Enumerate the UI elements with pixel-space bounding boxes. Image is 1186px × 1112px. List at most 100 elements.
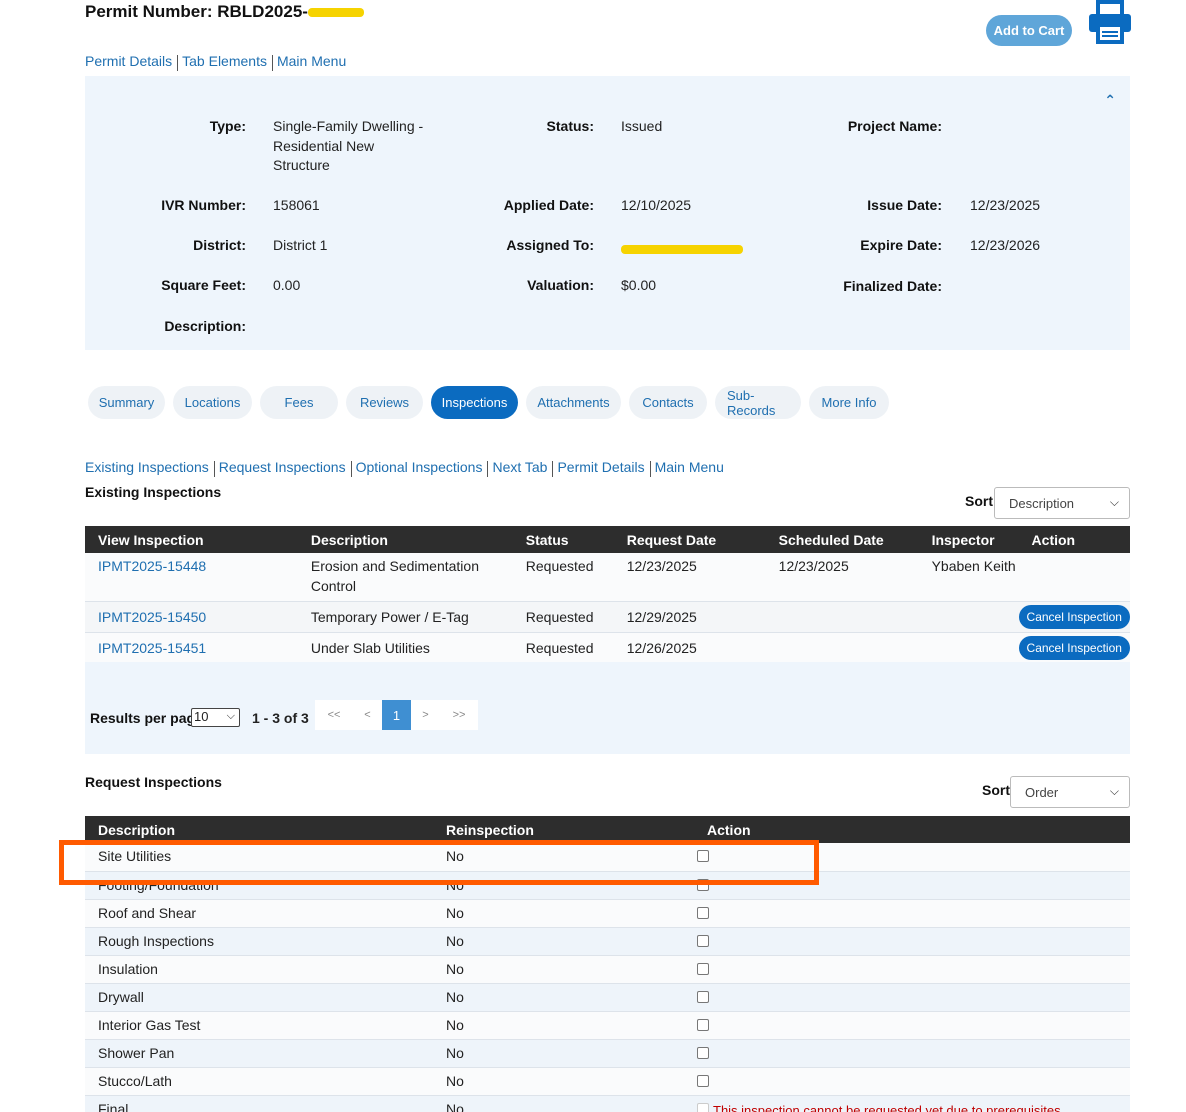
last-page-button[interactable]: >> xyxy=(452,709,466,721)
chevron-down-icon: ⌵ xyxy=(1109,784,1119,798)
inspection-link[interactable]: IPMT2025-15451 xyxy=(98,639,207,656)
request-reinspection: No xyxy=(433,1039,694,1068)
link-tab-elements[interactable]: Tab Elements xyxy=(182,53,267,69)
inspection-link[interactable]: IPMT2025-15450 xyxy=(98,608,207,625)
request-checkbox[interactable] xyxy=(697,1046,709,1059)
chevron-down-icon: ⌵ xyxy=(226,710,235,722)
page-button-current[interactable]: 1 xyxy=(382,700,411,730)
request-reinspection: No xyxy=(433,843,694,872)
inspection-description: Erosion and Sedimentation Control xyxy=(297,553,513,602)
column-header[interactable]: Inspector xyxy=(931,531,995,548)
link-main-menu[interactable]: Main Menu xyxy=(654,459,724,475)
column-header: Reinspection xyxy=(446,821,534,838)
applied-date-label: Applied Date: xyxy=(503,197,594,213)
link-permit-details[interactable]: Permit Details xyxy=(85,53,173,69)
square-feet-value: 0.00 xyxy=(273,277,301,293)
top-links-nav: Permit Details Tab Elements Main Menu xyxy=(85,53,346,71)
request-checkbox[interactable] xyxy=(697,1074,709,1087)
existing-sort-value: Description xyxy=(1009,495,1075,511)
expire-date-label: Expire Date: xyxy=(860,237,942,253)
inspection-status: Requested xyxy=(512,632,614,664)
applied-date-value: 12/10/2025 xyxy=(621,197,692,213)
type-label: Type: xyxy=(209,118,246,134)
request-checkbox[interactable] xyxy=(697,962,709,975)
link-next-tab[interactable]: Next Tab xyxy=(492,459,548,475)
inspection-inspector xyxy=(918,601,1019,633)
assigned-to-value xyxy=(621,239,743,259)
request-sort-value: Order xyxy=(1025,784,1059,800)
request-description: Interior Gas Test xyxy=(85,1011,433,1040)
column-header[interactable]: Description xyxy=(310,531,388,548)
column-header: Action xyxy=(1031,531,1076,548)
tab-attachments[interactable]: Attachments xyxy=(526,386,621,419)
existing-sort-select[interactable]: Description ⌵ xyxy=(994,487,1130,519)
request-description: Drywall xyxy=(85,983,433,1012)
inspection-link[interactable]: IPMT2025-15448 xyxy=(98,558,207,574)
tab-fees[interactable]: Fees xyxy=(260,386,338,419)
column-header[interactable]: View Inspection xyxy=(98,531,204,548)
sort-label: Sort xyxy=(965,493,993,509)
printer-icon[interactable] xyxy=(1087,0,1133,44)
link-permit-details[interactable]: Permit Details xyxy=(557,459,645,475)
results-per-page-select[interactable]: 10 ⌵ xyxy=(191,708,240,727)
request-checkbox[interactable] xyxy=(697,850,709,862)
tab-more-info[interactable]: More Info xyxy=(809,386,889,419)
first-page-button[interactable]: << xyxy=(327,709,341,721)
table-row: Shower Pan No xyxy=(85,1039,1130,1068)
table-header-row: View Inspection Description Status Reque… xyxy=(85,526,1130,553)
link-request-inspections[interactable]: Request Inspections xyxy=(218,459,346,475)
table-row: Roof and Shear No xyxy=(85,899,1130,928)
tab-reviews[interactable]: Reviews xyxy=(346,386,423,419)
column-header[interactable]: Status xyxy=(525,531,569,548)
table-row: Final No This inspection cannot be reque… xyxy=(85,1095,1130,1112)
district-label: District: xyxy=(193,237,246,253)
link-optional-inspections[interactable]: Optional Inspections xyxy=(355,459,483,475)
request-checkbox-disabled xyxy=(697,1102,709,1112)
request-checkbox[interactable] xyxy=(697,990,709,1003)
request-reinspection: No xyxy=(433,983,694,1012)
request-checkbox[interactable] xyxy=(697,906,709,919)
tab-sub-records[interactable]: Sub-Records xyxy=(715,386,801,419)
status-value: Issued xyxy=(621,118,663,134)
tab-locations[interactable]: Locations xyxy=(173,386,252,419)
tab-contacts[interactable]: Contacts xyxy=(629,386,707,419)
add-to-cart-button[interactable]: Add to Cart xyxy=(986,15,1072,46)
column-header[interactable]: Scheduled Date xyxy=(778,531,884,548)
inspection-scheduled-date xyxy=(765,632,919,664)
tab-inspections[interactable]: Inspections xyxy=(431,386,518,419)
inspection-inspector: Ybaben Keith xyxy=(918,553,1019,602)
inspection-status: Requested xyxy=(512,553,614,602)
request-sort-select[interactable]: Order ⌵ xyxy=(1010,776,1130,808)
inspection-action xyxy=(1018,553,1130,602)
issue-date-value: 12/23/2025 xyxy=(970,197,1041,213)
table-row: Site Utilities No xyxy=(85,843,1130,872)
highlight-annotation-box xyxy=(59,840,819,885)
inspection-inspector xyxy=(918,632,1019,664)
inspection-links-nav: Existing Inspections Request Inspections… xyxy=(85,459,724,477)
next-page-button[interactable]: > xyxy=(422,709,429,721)
inspection-description: Under Slab Utilities xyxy=(297,632,513,664)
column-header[interactable]: Request Date xyxy=(626,531,717,548)
request-checkbox[interactable] xyxy=(697,934,709,947)
table-row: Interior Gas Test No xyxy=(85,1011,1130,1040)
cancel-inspection-button[interactable]: Cancel Inspection xyxy=(1018,635,1130,660)
cancel-inspection-button[interactable]: Cancel Inspection xyxy=(1018,604,1130,629)
tab-summary[interactable]: Summary xyxy=(88,386,165,419)
pagination-bar: Results per page 10 ⌵ 1 - 3 of 3 << < 1 … xyxy=(85,662,1130,754)
permit-number-label: Permit Number: RBLD2025- xyxy=(85,2,308,21)
existing-inspections-title: Existing Inspections xyxy=(85,484,222,500)
link-existing-inspections[interactable]: Existing Inspections xyxy=(85,459,209,475)
request-description: Stucco/Lath xyxy=(85,1067,433,1096)
link-main-menu[interactable]: Main Menu xyxy=(276,53,347,69)
chevron-down-icon: ⌵ xyxy=(1109,495,1119,509)
column-header: Description xyxy=(98,821,176,838)
valuation-label: Valuation: xyxy=(527,277,594,293)
collapse-chevron-icon[interactable]: ⌃ xyxy=(1104,92,1116,108)
request-checkbox[interactable] xyxy=(697,1018,709,1031)
description-label: Description: xyxy=(164,318,246,334)
prev-page-button[interactable]: < xyxy=(364,709,371,721)
ivr-label: IVR Number: xyxy=(161,197,246,213)
request-inspections-table: Description Reinspection Action Site Uti… xyxy=(85,816,1130,1112)
request-reinspection: No xyxy=(433,1067,694,1096)
inspection-scheduled-date: 12/23/2025 xyxy=(765,553,919,602)
